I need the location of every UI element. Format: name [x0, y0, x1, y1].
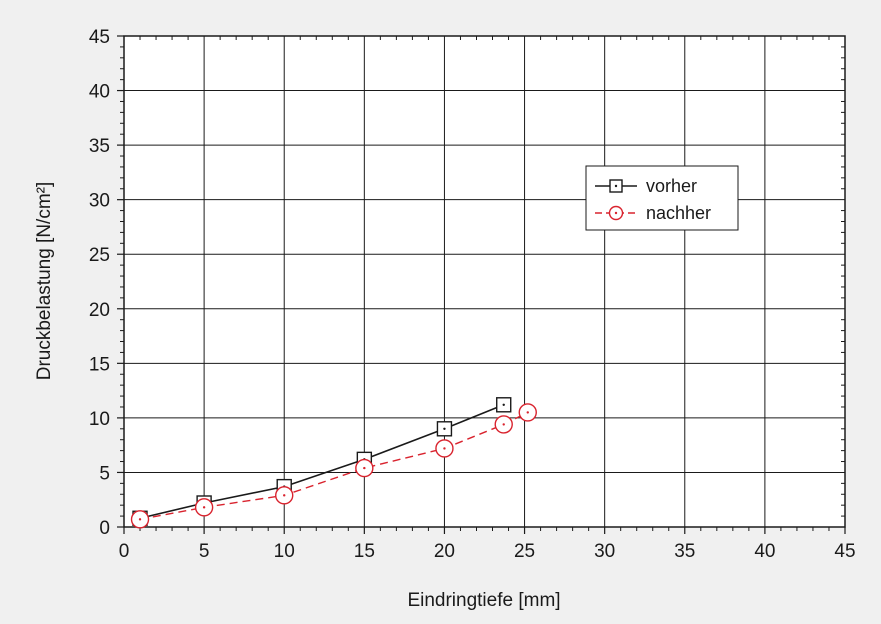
legend-marker-dot-nachher [614, 211, 618, 215]
y-tick-label: 5 [99, 463, 110, 484]
y-axis-title: Druckbelastung [N/cm²] [34, 182, 55, 381]
x-tick-labels: 0 5 10 15 20 25 30 35 40 45 [119, 541, 856, 562]
legend-label-vorher: vorher [646, 176, 697, 196]
y-tick-label: 30 [89, 191, 110, 212]
data-point-center-nachher [443, 447, 446, 450]
x-axis-title: Eindringtiefe [mm] [407, 590, 560, 611]
plot-area [124, 36, 845, 527]
x-tick-label: 45 [834, 541, 855, 562]
x-tick-label: 15 [354, 541, 375, 562]
legend-box [585, 165, 739, 231]
x-tick-label: 30 [594, 541, 615, 562]
series-nachher [130, 403, 537, 529]
x-tick-label: 25 [514, 541, 535, 562]
plot-frame [123, 35, 846, 528]
data-point-center-vorher [502, 403, 505, 406]
data-point-center-nachher [138, 518, 142, 521]
y-tick-label: 40 [89, 82, 110, 103]
x-tick-label: 40 [754, 541, 775, 562]
series-layer [130, 397, 537, 529]
data-point-center-nachher [526, 411, 529, 414]
data-point-center-vorher [443, 427, 446, 430]
x-tick-label: 35 [674, 541, 695, 562]
x-tick-label: 20 [434, 541, 455, 562]
series-line-vorher [139, 404, 505, 520]
x-tick-label: 5 [199, 541, 210, 562]
y-tick-label: 10 [89, 409, 110, 430]
data-point-center-nachher [202, 506, 206, 509]
data-point-center-nachher [502, 423, 505, 426]
y-tick-label: 35 [89, 136, 110, 157]
y-tick-label: 20 [89, 300, 110, 321]
data-point-center-nachher [283, 494, 286, 497]
legend-label-nachher: nachher [646, 203, 711, 223]
y-tick-label: 0 [99, 518, 110, 539]
y-tick-label: 25 [89, 245, 110, 266]
legend: vorher nachher [585, 165, 739, 231]
x-tick-label: 0 [119, 541, 130, 562]
data-point-center-nachher [363, 466, 366, 470]
y-tick-label: 15 [89, 354, 110, 375]
y-tick-labels: 0 5 10 15 20 25 30 35 40 45 [89, 27, 110, 539]
x-tick-label: 10 [274, 541, 295, 562]
y-tick-label: 45 [89, 27, 110, 48]
legend-marker-dot-vorher [614, 184, 618, 188]
